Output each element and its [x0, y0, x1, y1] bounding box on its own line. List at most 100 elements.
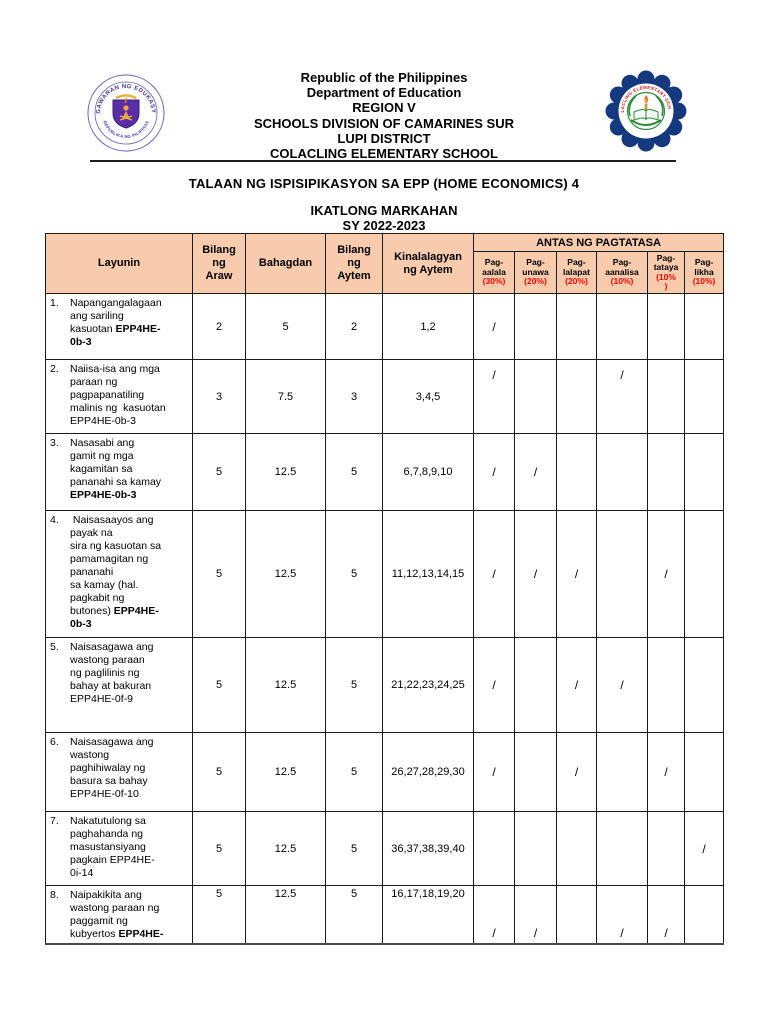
row-number: 8. — [50, 889, 59, 901]
letterhead-line: REGION V — [352, 100, 416, 116]
assessment-mark-cell — [556, 359, 597, 434]
spec-table-container: Layunin Bilang ng Araw Bahagdan Bilang n… — [45, 233, 724, 945]
bilang-aytem-cell: 5 — [325, 811, 383, 886]
bilang-aytem-cell: 5 — [325, 732, 383, 812]
assessment-label: Pag- likha — [694, 257, 714, 277]
assessment-label: Pag- unawa — [522, 257, 549, 277]
assessment-pct: (10%) — [610, 276, 634, 287]
col-header-pag-unawa: Pag- unawa (20%) — [514, 251, 557, 294]
assessment-mark-cell: / — [596, 637, 648, 733]
bilang-aytem-cell: 3 — [325, 359, 383, 434]
bilang-araw-cell: 5 — [192, 637, 246, 733]
assessment-mark-cell: / — [647, 510, 685, 638]
assessment-mark-cell: / — [473, 637, 515, 733]
col-header-pag-aalala: Pag- aalala (30%) — [473, 251, 515, 294]
spec-table: Layunin Bilang ng Araw Bahagdan Bilang n… — [45, 233, 724, 943]
kinalalagyan-cell: 21,22,23,24,25 — [382, 637, 474, 733]
layunin-cell: 4. Naisasaayos ang payak na sira ng kasu… — [45, 510, 193, 638]
melc-code: EPP4HE- 0b-3 — [70, 323, 161, 348]
assessment-mark-cell — [647, 359, 685, 434]
col-header-bahagdan: Bahagdan — [245, 233, 326, 294]
assessment-mark-cell: / — [473, 510, 515, 638]
layunin-text: Naiisa-isa ang mga paraan ng pagpapanati… — [70, 363, 166, 427]
table-row: 7. Nakatutulong sa paghahanda ng masustan… — [45, 811, 724, 886]
row-number: 5. — [50, 641, 59, 653]
bahagdan-cell: 12.5 — [245, 885, 326, 943]
layunin-cell: 5. Naisasagawa ang wastong paraan ng pagl… — [45, 637, 193, 733]
table-row: 1. Napangangalagaan ang sariling kasuotan… — [45, 293, 724, 360]
assessment-mark-cell — [647, 811, 685, 886]
assessment-label: Pag- aanalisa — [605, 257, 639, 277]
letterhead-line: COLACLING ELEMENTARY SCHOOL — [270, 146, 498, 162]
col-header-pag-aanalisa: Pag- aanalisa (10%) — [596, 251, 648, 294]
assessment-label: Pag- aalala — [482, 257, 506, 277]
assessment-mark-cell: / — [514, 433, 557, 511]
table-row: 2. Naiisa-isa ang mga paraan ng pagpapana… — [45, 359, 724, 434]
assessment-mark-cell — [473, 811, 515, 886]
layunin-text: Nakatutulong sa paghahanda ng masustansi… — [70, 815, 155, 879]
assessment-label: Pag- tataya — [653, 252, 679, 272]
bilang-araw-cell: 5 — [192, 510, 246, 638]
letterhead: Republic of the Philippines Department o… — [0, 70, 768, 161]
layunin-text: Naisasaayos ang payak na sira ng kasuota… — [70, 514, 162, 630]
assessment-pct: (10% ) — [656, 271, 676, 291]
assessment-mark-cell: / — [473, 885, 515, 943]
bahagdan-cell: 12.5 — [245, 732, 326, 812]
assessment-mark-cell — [556, 811, 597, 886]
deped-seal-icon: KAGAWARAN NG EDUKASYON REPUBLIKA NG PILI… — [83, 68, 165, 152]
assessment-mark-cell: / — [683, 811, 724, 886]
bilang-aytem-cell: 5 — [325, 433, 383, 511]
assessment-mark-cell — [514, 732, 557, 812]
school-logo: COLACLING ELEMENTARY SCHOOL — [602, 64, 688, 159]
assessment-mark-cell — [556, 433, 597, 511]
kinalalagyan-cell: 26,27,28,29,30 — [382, 732, 474, 812]
letterhead-line: Republic of the Philippines — [300, 70, 468, 85]
assessment-mark-cell — [647, 293, 685, 360]
col-header-kinalalagyan: Kinalalagyan ng Aytem — [382, 233, 474, 294]
layunin-cell: 7. Nakatutulong sa paghahanda ng masustan… — [45, 811, 193, 886]
layunin-cell: 2. Naiisa-isa ang mga paraan ng pagpapana… — [45, 359, 193, 434]
bilang-aytem-cell: 5 — [325, 885, 383, 943]
table-row: 4. Naisasaayos ang payak na sira ng kasu… — [45, 510, 724, 638]
assessment-mark-cell — [683, 359, 724, 434]
assessment-mark-cell: / — [556, 510, 597, 638]
assessment-mark-cell — [596, 433, 648, 511]
assessment-mark-cell — [647, 433, 685, 511]
assessment-mark-cell — [683, 293, 724, 360]
bilang-aytem-cell: 5 — [325, 637, 383, 733]
layunin-cell: 8. Naipakikita ang wastong paraan ng pagg… — [45, 885, 193, 943]
assessment-mark-cell: / — [473, 732, 515, 812]
kinalalagyan-cell: 3,4,5 — [382, 359, 474, 434]
layunin-cell: 3. Nasasabi ang gamit ng mga kagamitan sa… — [45, 433, 193, 511]
row-number: 4. — [50, 514, 59, 526]
bilang-araw-cell: 5 — [192, 433, 246, 511]
assessment-mark-cell: / — [596, 359, 648, 434]
assessment-mark-cell: / — [647, 732, 685, 812]
assessment-mark-cell — [683, 885, 724, 943]
table-row: 3. Nasasabi ang gamit ng mga kagamitan sa… — [45, 433, 724, 511]
assessment-mark-cell — [647, 637, 685, 733]
row-number: 1. — [50, 297, 59, 309]
bilang-araw-cell: 3 — [192, 359, 246, 434]
assessment-mark-cell: / — [647, 885, 685, 943]
layunin-text: Naipakikita ang wastong paraan ng paggam… — [70, 889, 164, 940]
assessment-mark-cell: / — [473, 359, 515, 434]
document-subtitle-quarter: IKATLONG MARKAHAN — [310, 203, 458, 218]
row-number: 6. — [50, 736, 59, 748]
kinalalagyan-cell: 11,12,13,14,15 — [382, 510, 474, 638]
col-header-bilang-araw: Bilang ng Araw — [192, 233, 246, 294]
kinalalagyan-cell: 1,2 — [382, 293, 474, 360]
bahagdan-cell: 12.5 — [245, 433, 326, 511]
layunin-cell: 1. Napangangalagaan ang sariling kasuotan… — [45, 293, 193, 360]
assessment-mark-cell — [514, 637, 557, 733]
bilang-aytem-cell: 5 — [325, 510, 383, 638]
document-title: TALAAN NG ISPISIPIKASYON SA EPP (HOME EC… — [188, 176, 580, 191]
bilang-araw-cell: 5 — [192, 732, 246, 812]
letterhead-divider — [90, 160, 676, 162]
letterhead-line: LUPI DISTRICT — [337, 130, 431, 146]
assessment-mark-cell: / — [514, 510, 557, 638]
assessment-mark-cell — [683, 433, 724, 511]
melc-code: EPP4HE- 0b-3 — [70, 605, 159, 630]
letterhead-line: Department of Education — [306, 85, 462, 101]
